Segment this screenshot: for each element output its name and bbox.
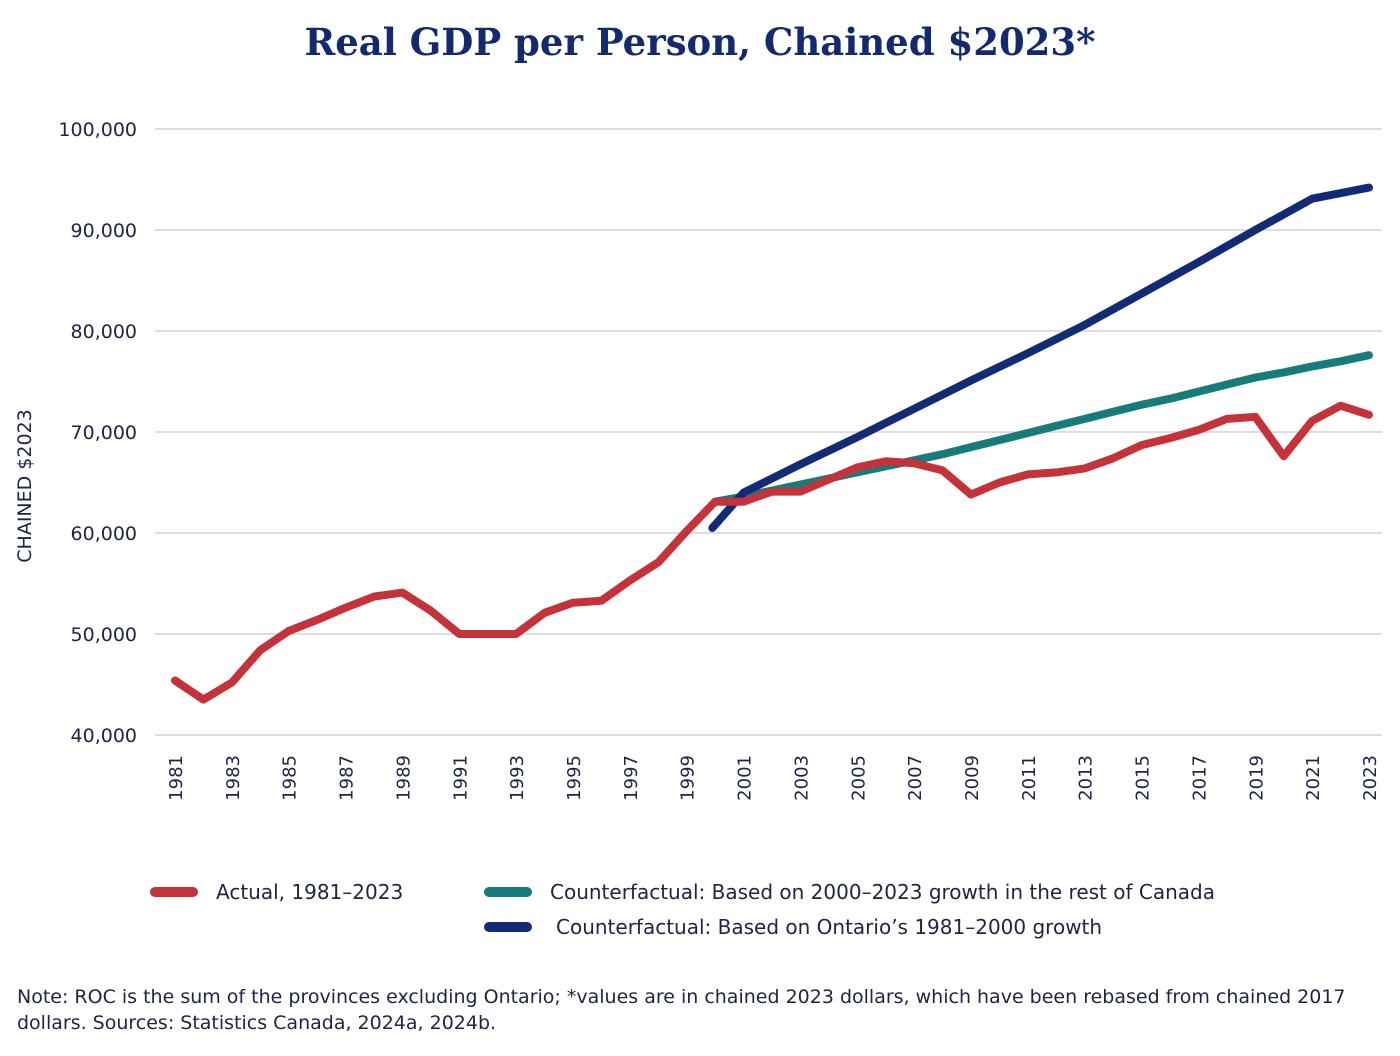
x-tick-label: 2017: [1189, 755, 1210, 801]
x-tick-label: 2013: [1076, 755, 1097, 801]
series-line-0: [171, 401, 1373, 704]
legend-swatch-ontario: [484, 922, 532, 932]
x-tick-label: 2009: [962, 755, 983, 801]
series-line-2: [708, 183, 1373, 532]
x-tick-label: 2005: [848, 755, 869, 801]
legend-item-actual: Actual, 1981–2023: [150, 880, 403, 904]
y-tick-label: 50,000: [71, 624, 137, 646]
legend-swatch-roc: [484, 887, 532, 897]
y-axis-ticks: 40,000 50,000 60,000 70,000 80,000 90,000 100,…: [58, 119, 137, 747]
x-axis-ticks: 1981 1983 1985 1987 1989 1991 1993 1995 1997 1999…: [166, 755, 1381, 801]
y-axis-label: CHAINED $2023: [14, 409, 36, 562]
x-tick-label: 1993: [507, 755, 528, 801]
x-tick-label: 1983: [223, 755, 244, 801]
legend-item-roc-counterfactual: Counterfactual: Based on 2000–2023 growt…: [484, 880, 1215, 904]
x-tick-label: 1989: [393, 755, 414, 801]
legend-label-actual: Actual, 1981–2023: [216, 880, 404, 904]
gridlines: [155, 128, 1382, 736]
series-line-1: [711, 351, 1373, 506]
y-tick-label: 70,000: [71, 422, 137, 444]
y-tick-label: 60,000: [71, 523, 137, 545]
footnote: Note: ROC is the sum of the provinces ex…: [17, 986, 1346, 1034]
x-tick-label: 1981: [166, 755, 187, 801]
x-tick-label: 2007: [905, 755, 926, 801]
y-tick-label: 90,000: [71, 220, 137, 242]
x-tick-label: 2003: [791, 755, 812, 801]
x-tick-label: 1999: [678, 755, 699, 801]
y-tick-label: 40,000: [71, 725, 137, 747]
y-tick-label: 80,000: [71, 321, 137, 343]
x-tick-label: 2011: [1019, 755, 1040, 801]
legend-swatch-actual: [150, 887, 198, 897]
x-tick-label: 1991: [450, 755, 471, 801]
chart-title: Real GDP per Person, Chained $2023*: [304, 20, 1096, 64]
x-tick-label: 2001: [735, 755, 756, 801]
x-tick-label: 2015: [1133, 755, 1154, 801]
y-tick-label: 100,000: [58, 119, 137, 141]
x-tick-label: 1985: [280, 755, 301, 801]
x-tick-label: 2019: [1246, 755, 1267, 801]
x-tick-label: 1997: [621, 755, 642, 801]
legend-item-ontario-counterfactual: Counterfactual: Based on Ontario’s 1981–…: [484, 915, 1102, 939]
x-tick-label: 1995: [564, 755, 585, 801]
x-tick-label: 1987: [337, 755, 358, 801]
x-tick-label: 2023: [1360, 755, 1381, 801]
legend-label-ontario: Counterfactual: Based on Ontario’s 1981–…: [556, 915, 1103, 939]
legend-label-roc: Counterfactual: Based on 2000–2023 growt…: [550, 880, 1215, 904]
x-tick-label: 2021: [1303, 755, 1324, 801]
series-lines: [171, 183, 1373, 704]
